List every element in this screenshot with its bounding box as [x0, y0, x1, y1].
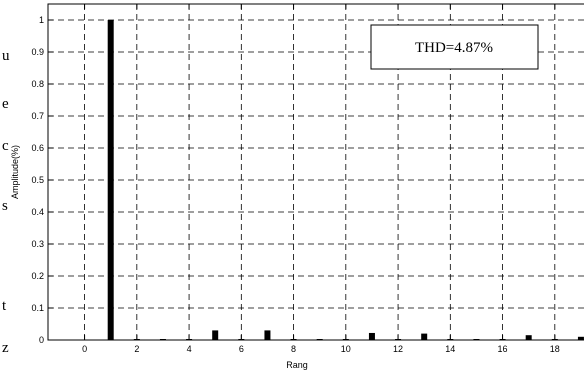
edge-letter: c	[2, 138, 9, 154]
y-axis-ticks: 0 0.1 0.2 0.3 0.4 0.5 0.6 0.7 0.8 0.9 1	[31, 15, 53, 345]
y-tick-label: 0.8	[31, 79, 44, 89]
bar	[577, 336, 584, 340]
edge-letter: s	[2, 198, 8, 214]
edge-letter: u	[2, 48, 10, 64]
bar	[525, 335, 532, 340]
bar	[107, 20, 114, 340]
y-tick-label: 0.1	[31, 303, 44, 313]
x-tick-label: 4	[187, 344, 192, 354]
y-tick-label: 0.7	[31, 111, 44, 121]
edge-letter: e	[2, 96, 9, 112]
bar	[212, 330, 219, 340]
x-tick-label: 16	[498, 344, 508, 354]
bar	[421, 333, 428, 340]
x-axis-title: Rang	[286, 360, 308, 370]
bar	[368, 332, 375, 340]
x-tick-label: 18	[550, 344, 560, 354]
x-tick-label: 0	[82, 344, 87, 354]
edge-letter: t	[2, 298, 7, 314]
x-tick-label: 8	[291, 344, 296, 354]
thd-annotation: THD=4.87%	[370, 24, 539, 70]
edge-letter: z	[2, 340, 9, 356]
thd-annotation-box	[370, 24, 539, 70]
x-axis-ticks: 0 2 4 6 8 10 12 14 16 18	[82, 4, 560, 354]
y-tick-label: 0.6	[31, 143, 44, 153]
plot-frame	[47, 3, 584, 341]
thd-annotation-text: THD=4.87%	[415, 40, 493, 56]
y-tick-label: 1	[39, 15, 44, 25]
y-tick-label: 0.4	[31, 207, 44, 217]
x-tick-label: 14	[445, 344, 455, 354]
y-tick-label: 0	[39, 335, 44, 345]
x-tick-label: 6	[239, 344, 244, 354]
bar	[264, 330, 271, 340]
y-tick-label: 0.3	[31, 239, 44, 249]
grid-lines	[48, 4, 584, 340]
x-tick-label: 12	[393, 344, 403, 354]
x-tick-label: 2	[134, 344, 139, 354]
y-tick-label: 0.2	[31, 271, 44, 281]
y-tick-label: 0.9	[31, 47, 44, 57]
x-tick-label: 10	[341, 344, 351, 354]
left-edge-fragment: u e c s t z	[2, 48, 10, 356]
y-axis-title: Amplitude(%)	[10, 145, 20, 199]
y-tick-label: 0.5	[31, 175, 44, 185]
